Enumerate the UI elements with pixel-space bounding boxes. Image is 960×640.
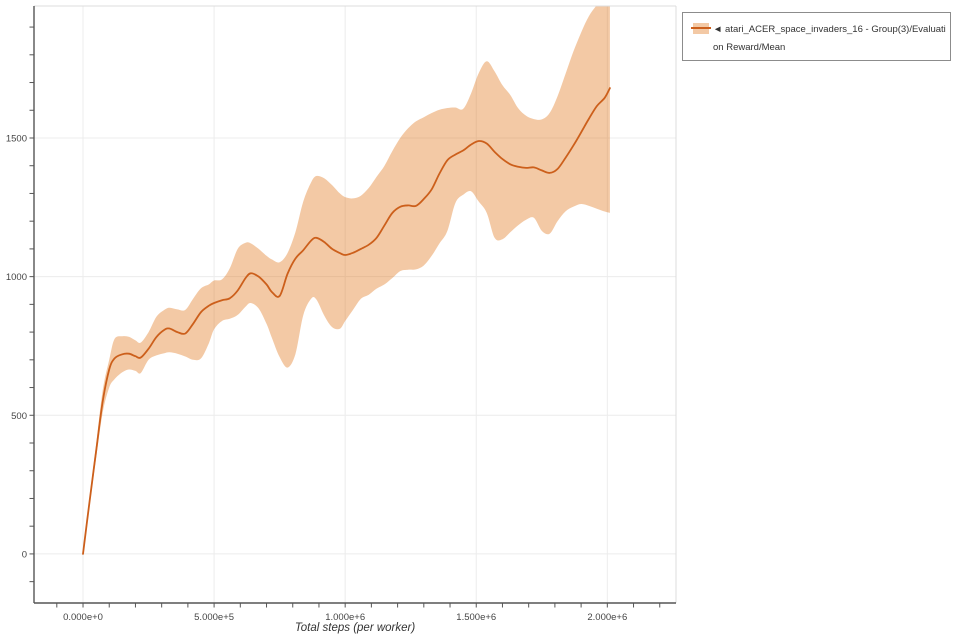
svg-text:1500: 1500 bbox=[6, 133, 27, 144]
legend[interactable]: ◄ atari_ACER_space_invaders_16 - Group(3… bbox=[682, 12, 951, 61]
gridlines bbox=[34, 6, 676, 603]
mean-line bbox=[82, 87, 611, 555]
confidence-band bbox=[83, 6, 610, 554]
legend-label-line1: ◄ atari_ACER_space_invaders_16 - Group(3… bbox=[713, 24, 946, 35]
svg-text:1000: 1000 bbox=[6, 272, 27, 283]
svg-text:0: 0 bbox=[22, 549, 27, 560]
svg-text:0.000e+0: 0.000e+0 bbox=[63, 612, 103, 623]
axis-ticks bbox=[29, 26, 661, 608]
legend-label-line2: on Reward/Mean bbox=[713, 42, 786, 53]
svg-text:1.500e+6: 1.500e+6 bbox=[456, 612, 496, 623]
x-axis-title: Total steps (per worker) bbox=[294, 622, 416, 634]
legend-label: ◄ atari_ACER_space_invaders_16 - Group(3… bbox=[713, 21, 946, 57]
svg-text:500: 500 bbox=[11, 411, 27, 422]
svg-text:2.000e+6: 2.000e+6 bbox=[587, 612, 627, 623]
series-swatch-icon bbox=[691, 23, 711, 34]
svg-text:5.000e+5: 5.000e+5 bbox=[194, 612, 234, 623]
svg-text:1.000e+6: 1.000e+6 bbox=[325, 612, 365, 623]
axis-tick-labels: 0.000e+0 5.000e+5 1.000e+6 1.500e+6 2.000e+6… bbox=[6, 133, 627, 623]
